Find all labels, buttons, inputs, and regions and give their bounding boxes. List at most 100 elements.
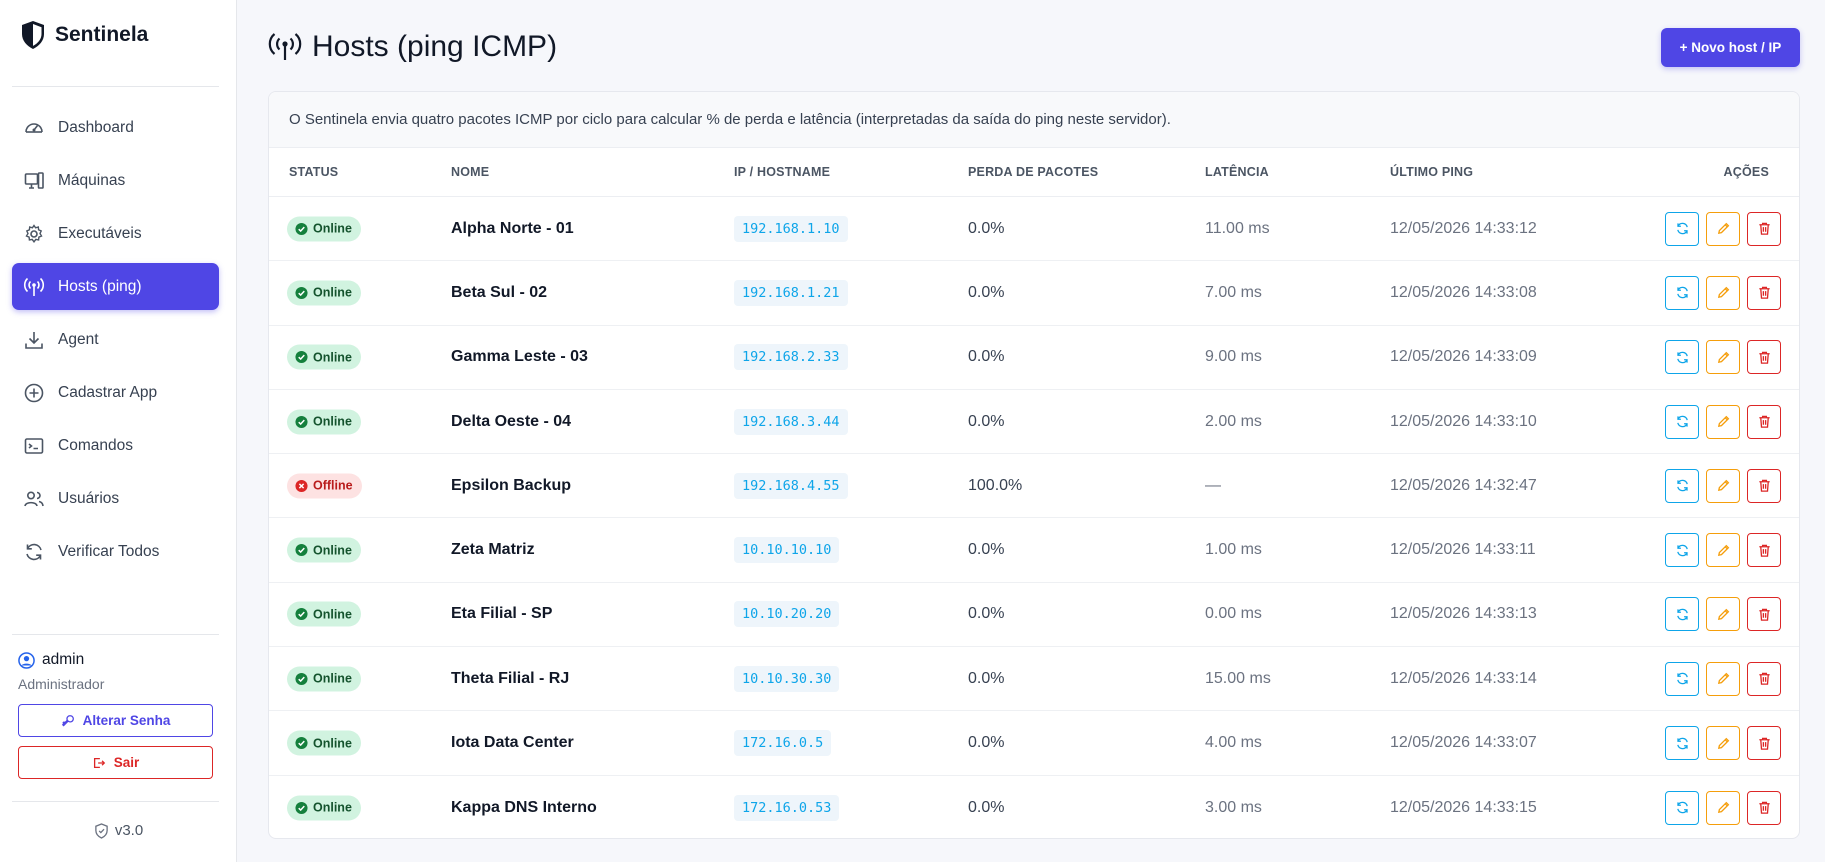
- broadcast-icon: [23, 276, 45, 298]
- table-row: Online Zeta Matriz 10.10.10.10 0.0% 1.00 ms 1…: [269, 518, 1799, 583]
- status-cell: Online: [287, 280, 361, 306]
- host-ip: 10.10.10.10: [734, 537, 840, 564]
- ping-now-button[interactable]: [1665, 275, 1699, 310]
- ping-now-button[interactable]: [1665, 597, 1699, 632]
- header-actions: AÇÕES: [1723, 165, 1769, 179]
- sidebar-item-executaveis[interactable]: Executáveis: [12, 210, 219, 257]
- last-ping: 12/05/2026 14:32:47: [1390, 476, 1537, 494]
- edit-host-button[interactable]: [1706, 533, 1740, 568]
- latency: 15.00 ms: [1205, 669, 1271, 687]
- page-title-text: Hosts (ping ICMP): [312, 30, 558, 63]
- refresh-icon: [1675, 478, 1690, 493]
- latency: 11.00 ms: [1205, 219, 1270, 237]
- delete-host-button[interactable]: [1747, 790, 1781, 825]
- table-row: Online Gamma Leste - 03 192.168.2.33 0.0% 9.…: [269, 326, 1799, 390]
- new-host-button[interactable]: + Novo host / IP: [1661, 28, 1800, 67]
- row-actions: [1665, 533, 1781, 568]
- last-ping: 12/05/2026 14:33:11: [1390, 541, 1536, 559]
- status-badge: Online: [287, 795, 361, 821]
- ping-now-button[interactable]: [1665, 726, 1699, 761]
- ping-now-button[interactable]: [1665, 661, 1699, 696]
- sidebar-item-usuarios[interactable]: Usuários: [12, 475, 219, 522]
- edit-host-button[interactable]: [1706, 790, 1740, 825]
- host-ip: 192.168.1.21: [734, 279, 848, 306]
- latency: 1.00 ms: [1205, 541, 1262, 559]
- refresh-icon: [1675, 543, 1690, 558]
- packet-loss: 0.0%: [968, 605, 1005, 623]
- host-name: Kappa DNS Interno: [451, 798, 597, 816]
- pencil-icon: [1716, 543, 1731, 558]
- pencil-icon: [1716, 671, 1731, 686]
- change-password-button[interactable]: Alterar Senha: [18, 704, 213, 737]
- last-ping: 12/05/2026 14:33:15: [1390, 798, 1537, 816]
- edit-host-button[interactable]: [1706, 726, 1740, 761]
- edit-host-button[interactable]: [1706, 661, 1740, 696]
- shield-logo-icon: [22, 21, 44, 49]
- delete-host-button[interactable]: [1747, 275, 1781, 310]
- sidebar-item-verificar-todos[interactable]: Verificar Todos: [12, 528, 219, 575]
- row-actions: [1665, 404, 1781, 439]
- sidebar-item-maquinas[interactable]: Máquinas: [12, 157, 219, 204]
- ping-now-button[interactable]: [1665, 211, 1699, 246]
- sidebar-item-comandos[interactable]: Comandos: [12, 422, 219, 469]
- delete-host-button[interactable]: [1747, 211, 1781, 246]
- sidebar-item-agent[interactable]: Agent: [12, 316, 219, 363]
- logout-button[interactable]: Sair: [18, 746, 213, 779]
- header-ip: IP / HOSTNAME: [734, 165, 831, 179]
- new-host-label: + Novo host / IP: [1679, 40, 1782, 55]
- status-cell: Online: [287, 666, 361, 692]
- user-name: admin: [42, 651, 85, 668]
- sidebar-item-hosts-ping[interactable]: Hosts (ping): [12, 263, 219, 310]
- edit-host-button[interactable]: [1706, 404, 1740, 439]
- packet-loss: 0.0%: [968, 541, 1005, 559]
- ip-cell: 10.10.30.30: [734, 665, 840, 692]
- delete-host-button[interactable]: [1747, 468, 1781, 503]
- edit-host-button[interactable]: [1706, 211, 1740, 246]
- sidebar-item-label: Hosts (ping): [58, 277, 142, 295]
- user-circle-icon: [18, 651, 35, 669]
- user-role: Administrador: [18, 676, 105, 692]
- ping-now-button[interactable]: [1665, 404, 1699, 439]
- delete-host-button[interactable]: [1747, 661, 1781, 696]
- status-label: Online: [313, 285, 352, 300]
- packet-loss: 100.0%: [968, 476, 1023, 494]
- latency: 0.00 ms: [1205, 605, 1262, 623]
- edit-host-button[interactable]: [1706, 597, 1740, 632]
- settings-icon: [23, 223, 45, 245]
- sidebar-item-cadastrar-app[interactable]: Cadastrar App: [12, 369, 219, 416]
- status-cell: Offline: [287, 473, 362, 499]
- host-name: Alpha Norte - 01: [451, 219, 574, 237]
- status-cell: Online: [287, 795, 361, 821]
- sidebar-item-label: Agent: [58, 330, 99, 348]
- ping-now-button[interactable]: [1665, 468, 1699, 503]
- brand[interactable]: Sentinela: [20, 20, 148, 50]
- delete-host-button[interactable]: [1747, 340, 1781, 375]
- ping-now-button[interactable]: [1665, 340, 1699, 375]
- pencil-icon: [1716, 478, 1731, 493]
- delete-host-button[interactable]: [1747, 726, 1781, 761]
- host-ip: 192.168.4.55: [734, 472, 848, 499]
- status-badge: Online: [287, 666, 361, 692]
- host-ip: 192.168.2.33: [734, 344, 848, 371]
- delete-host-button[interactable]: [1747, 533, 1781, 568]
- delete-host-button[interactable]: [1747, 404, 1781, 439]
- edit-host-button[interactable]: [1706, 468, 1740, 503]
- ping-now-button[interactable]: [1665, 533, 1699, 568]
- latency: 4.00 ms: [1205, 734, 1262, 752]
- sidebar-item-dashboard[interactable]: Dashboard: [12, 104, 219, 151]
- edit-host-button[interactable]: [1706, 275, 1740, 310]
- ip-cell: 192.168.4.55: [734, 472, 848, 499]
- table-row: Offline Epsilon Backup 192.168.4.55 100.0% —…: [269, 454, 1799, 519]
- edit-host-button[interactable]: [1706, 340, 1740, 375]
- delete-host-button[interactable]: [1747, 597, 1781, 632]
- status-badge: Offline: [287, 473, 362, 499]
- brand-name: Sentinela: [55, 23, 149, 46]
- row-actions: [1665, 790, 1781, 825]
- last-ping: 12/05/2026 14:33:09: [1390, 348, 1537, 366]
- table-body: Online Alpha Norte - 01 192.168.1.10 0.0% 11…: [269, 197, 1799, 838]
- ping-now-button[interactable]: [1665, 790, 1699, 825]
- last-ping: 12/05/2026 14:33:08: [1390, 283, 1537, 301]
- sidebar-item-label: Verificar Todos: [58, 542, 160, 560]
- user-name-row: admin: [18, 651, 213, 669]
- refresh-icon: [1675, 285, 1690, 300]
